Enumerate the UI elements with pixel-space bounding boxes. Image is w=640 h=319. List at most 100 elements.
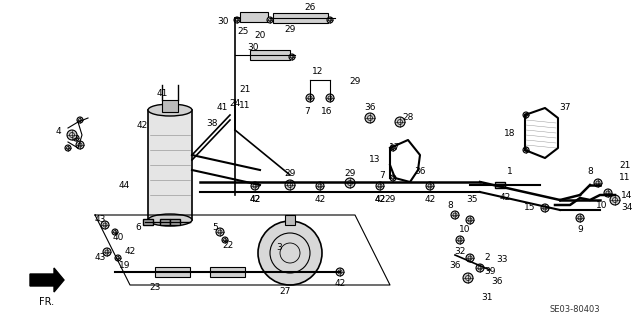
Text: 7: 7 bbox=[304, 108, 310, 116]
Text: 42: 42 bbox=[314, 196, 326, 204]
Circle shape bbox=[576, 214, 584, 222]
Circle shape bbox=[115, 255, 121, 261]
Bar bbox=[143, 219, 153, 225]
Bar bbox=[210, 267, 245, 277]
Text: 36: 36 bbox=[449, 261, 461, 270]
Circle shape bbox=[463, 273, 473, 283]
Text: 19: 19 bbox=[119, 261, 131, 270]
Bar bbox=[495, 182, 505, 188]
Circle shape bbox=[67, 130, 77, 140]
Text: 27: 27 bbox=[279, 286, 291, 295]
Text: 12: 12 bbox=[312, 68, 324, 77]
Text: 42: 42 bbox=[424, 196, 436, 204]
Text: 29: 29 bbox=[384, 196, 396, 204]
Circle shape bbox=[395, 117, 405, 127]
Circle shape bbox=[103, 248, 111, 256]
Text: 29: 29 bbox=[344, 168, 356, 177]
Text: 17: 17 bbox=[389, 144, 401, 152]
Text: 10: 10 bbox=[460, 226, 471, 234]
Bar bbox=[170, 219, 180, 225]
Text: 42: 42 bbox=[124, 248, 136, 256]
Ellipse shape bbox=[148, 214, 192, 226]
Circle shape bbox=[523, 112, 529, 118]
Ellipse shape bbox=[148, 104, 192, 116]
Polygon shape bbox=[30, 268, 64, 292]
Circle shape bbox=[112, 229, 118, 235]
Bar bbox=[155, 267, 190, 277]
Text: 18: 18 bbox=[504, 129, 516, 137]
Text: 35: 35 bbox=[467, 196, 477, 204]
Text: 21: 21 bbox=[620, 160, 630, 169]
Text: 38: 38 bbox=[206, 118, 218, 128]
Text: 29: 29 bbox=[349, 78, 361, 86]
Circle shape bbox=[101, 221, 109, 229]
Bar bbox=[250, 50, 290, 60]
Text: 28: 28 bbox=[403, 114, 413, 122]
Text: 43: 43 bbox=[94, 254, 106, 263]
Text: 10: 10 bbox=[596, 201, 608, 210]
Text: 40: 40 bbox=[112, 234, 124, 242]
Text: 29: 29 bbox=[284, 168, 296, 177]
Text: 31: 31 bbox=[481, 293, 493, 302]
Text: FR.: FR. bbox=[40, 297, 54, 307]
Text: SE03-80403: SE03-80403 bbox=[549, 306, 600, 315]
Text: 11: 11 bbox=[239, 100, 251, 109]
Text: 2: 2 bbox=[484, 254, 490, 263]
Text: 21: 21 bbox=[239, 85, 251, 94]
Text: 22: 22 bbox=[222, 241, 234, 249]
Circle shape bbox=[285, 180, 295, 190]
Text: 42: 42 bbox=[250, 196, 260, 204]
Text: 41: 41 bbox=[156, 88, 168, 98]
Text: 44: 44 bbox=[119, 181, 130, 189]
Text: 11: 11 bbox=[620, 174, 631, 182]
Text: 42: 42 bbox=[334, 278, 346, 287]
Text: 34: 34 bbox=[621, 204, 633, 212]
Text: 42: 42 bbox=[136, 121, 148, 130]
Circle shape bbox=[541, 204, 549, 212]
Text: 36: 36 bbox=[364, 103, 376, 113]
Text: 33: 33 bbox=[496, 256, 508, 264]
Text: 23: 23 bbox=[149, 284, 161, 293]
Circle shape bbox=[466, 254, 474, 262]
Circle shape bbox=[336, 268, 344, 276]
Bar bbox=[160, 219, 170, 225]
Bar bbox=[285, 215, 295, 225]
Circle shape bbox=[289, 54, 295, 60]
Circle shape bbox=[466, 216, 474, 224]
Text: 42: 42 bbox=[374, 196, 386, 204]
Circle shape bbox=[610, 195, 620, 205]
Text: 4: 4 bbox=[55, 128, 61, 137]
Text: 32: 32 bbox=[454, 248, 466, 256]
Text: 20: 20 bbox=[254, 31, 266, 40]
Text: 42: 42 bbox=[250, 196, 260, 204]
Bar bbox=[162, 100, 178, 112]
Text: 30: 30 bbox=[247, 43, 259, 53]
Circle shape bbox=[77, 117, 83, 123]
Text: 39: 39 bbox=[484, 268, 496, 277]
Circle shape bbox=[216, 228, 224, 236]
Circle shape bbox=[316, 182, 324, 190]
Circle shape bbox=[326, 94, 334, 102]
Text: 8: 8 bbox=[587, 167, 593, 176]
Text: 8: 8 bbox=[447, 201, 453, 210]
Text: 37: 37 bbox=[559, 103, 571, 113]
Circle shape bbox=[251, 182, 259, 190]
Circle shape bbox=[451, 211, 459, 219]
Text: 41: 41 bbox=[216, 102, 228, 112]
Circle shape bbox=[376, 182, 384, 190]
Circle shape bbox=[523, 147, 529, 153]
Circle shape bbox=[426, 182, 434, 190]
Text: 9: 9 bbox=[577, 226, 583, 234]
Text: 26: 26 bbox=[304, 4, 316, 12]
Bar bbox=[273, 13, 328, 23]
Text: 13: 13 bbox=[369, 155, 381, 165]
Text: 36: 36 bbox=[414, 167, 426, 176]
Text: 42: 42 bbox=[374, 196, 386, 204]
Text: 24: 24 bbox=[229, 99, 241, 108]
Circle shape bbox=[73, 135, 79, 141]
Circle shape bbox=[604, 189, 612, 197]
Circle shape bbox=[258, 221, 322, 285]
Circle shape bbox=[65, 145, 71, 151]
Circle shape bbox=[456, 236, 464, 244]
Circle shape bbox=[594, 179, 602, 187]
